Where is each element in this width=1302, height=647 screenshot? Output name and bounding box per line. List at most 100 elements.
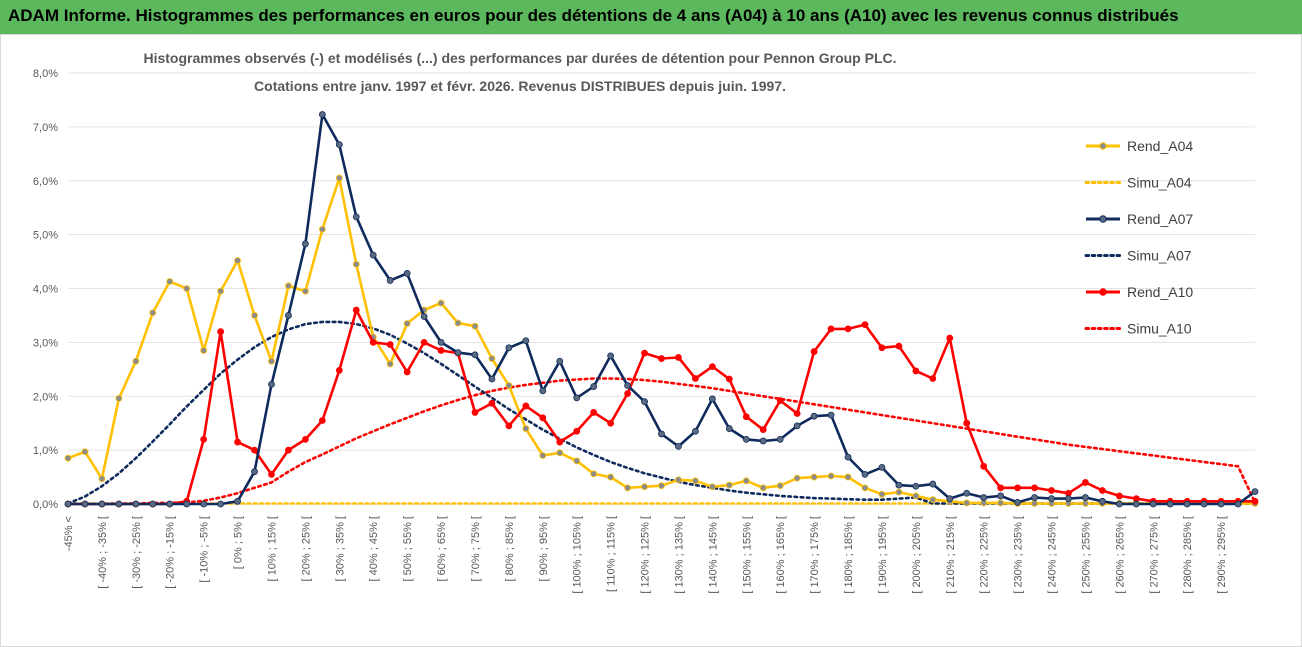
data-point-rend-a07 [1098, 497, 1106, 505]
data-point-rend-a10 [505, 422, 513, 430]
data-point-rend-a04 [878, 490, 886, 498]
series-line-simu-a07 [66, 320, 1257, 505]
data-point-rend-a07 [166, 500, 174, 508]
x-tick-label: [ 0% ; 5% [ [233, 516, 245, 569]
data-point-rend-a07 [929, 480, 937, 488]
data-point-rend-a07 [115, 500, 123, 508]
x-tick-label: -45% < [63, 516, 75, 551]
data-point-rend-a10 [234, 438, 241, 446]
x-tick-label: [ 120% ; 125% [ [640, 516, 652, 594]
data-point-rend-a07 [1217, 500, 1225, 508]
data-point-rend-a10 [200, 435, 208, 443]
data-point-rend-a04 [861, 484, 869, 492]
y-tick-label: 4,0% [33, 284, 58, 296]
data-point-rend-a10 [437, 347, 445, 354]
data-point-rend-a10 [590, 409, 598, 416]
x-tick-label: [ 180% ; 185% [ [843, 516, 855, 594]
data-point-rend-a07 [335, 141, 343, 149]
data-point-rend-a04 [488, 355, 496, 362]
data-point-rend-a10 [318, 417, 326, 424]
data-point-rend-a07 [183, 500, 191, 508]
data-point-rend-a04 [641, 483, 648, 491]
data-point-rend-a07 [827, 411, 835, 419]
data-point-rend-a07 [454, 349, 462, 357]
data-point-rend-a10 [420, 338, 428, 346]
legend-marker-rend-a04 [1099, 142, 1107, 150]
x-tick-label: [ 60% ; 65% [ [436, 516, 448, 581]
data-point-rend-a07 [742, 435, 750, 443]
data-point-rend-a07 [471, 351, 479, 359]
data-point-rend-a10 [861, 321, 869, 328]
data-point-rend-a07 [64, 500, 72, 508]
data-point-rend-a04 [929, 496, 937, 504]
data-point-rend-a04 [64, 454, 72, 462]
data-point-rend-a07 [861, 470, 869, 478]
data-point-rend-a10 [369, 338, 377, 346]
data-point-rend-a07 [793, 422, 801, 430]
x-tick-label: [ 40% ; 45% [ [368, 516, 380, 581]
data-point-rend-a04 [844, 473, 852, 481]
data-point-rend-a04 [624, 484, 631, 492]
data-point-rend-a07 [1183, 500, 1191, 508]
x-tick-label: [ 100% ; 105% [ [572, 516, 584, 594]
data-point-rend-a07 [352, 213, 360, 221]
x-tick-label: [ 260% ; 265% [ [1114, 516, 1126, 594]
data-point-rend-a10 [827, 325, 835, 333]
data-point-rend-a07 [1166, 500, 1174, 508]
data-point-rend-a07 [437, 338, 445, 346]
data-point-rend-a07 [132, 500, 140, 508]
x-tick-label: [ 140% ; 145% [ [707, 516, 719, 594]
data-point-rend-a07 [301, 240, 309, 248]
data-point-rend-a07 [81, 500, 89, 508]
x-axis: -45% < [ -40% ; -35% [[ -30% ; -25% [[ -2… [63, 516, 1228, 594]
data-point-rend-a04 [963, 499, 971, 507]
data-point-rend-a10 [878, 344, 886, 352]
data-point-rend-a10 [522, 402, 530, 410]
data-point-rend-a07 [675, 442, 682, 450]
data-point-rend-a07 [641, 398, 648, 406]
data-point-rend-a10 [1115, 492, 1123, 500]
x-tick-label: [ 200% ; 205% [ [911, 516, 923, 594]
data-point-rend-a07 [1065, 495, 1072, 503]
data-point-rend-a04 [471, 322, 479, 330]
y-tick-label: 6,0% [33, 176, 58, 188]
x-tick-label: [ 70% ; 75% [ [470, 516, 482, 581]
data-point-rend-a07 [725, 425, 733, 432]
data-point-rend-a10 [352, 306, 360, 314]
x-tick-label: [ -10% ; -5% [ [199, 516, 211, 583]
data-point-rend-a10 [793, 410, 801, 417]
data-point-rend-a04 [827, 472, 835, 480]
chart-subtitle: Cotations entre janv. 1997 et févr. 2026… [254, 78, 786, 94]
data-point-rend-a04 [708, 483, 716, 491]
x-tick-label: [ 270% ; 275% [ [1148, 516, 1160, 594]
data-point-rend-a04 [539, 452, 547, 459]
x-tick-label: [ 20% ; 25% [ [300, 516, 312, 581]
data-point-rend-a04 [268, 357, 275, 365]
x-tick-label: [ 240% ; 245% [ [1047, 516, 1059, 594]
data-point-rend-a04 [285, 282, 292, 290]
legend: Rend_A04 Simu_A04 Rend_A07 Simu_A07 Rend_A10… [1084, 138, 1193, 337]
data-point-rend-a10 [1098, 487, 1106, 494]
data-point-rend-a07 [234, 497, 241, 505]
data-point-rend-a10 [1082, 479, 1089, 486]
x-tick-label: [ -30% ; -25% [ [131, 516, 143, 589]
data-point-rend-a07 [573, 394, 581, 402]
data-point-rend-a10 [556, 438, 564, 446]
data-point-rend-a04 [335, 174, 343, 182]
data-point-rend-a07 [98, 500, 106, 508]
data-point-rend-a10 [895, 342, 903, 350]
data-point-rend-a04 [318, 225, 326, 233]
data-point-rend-a07 [386, 277, 394, 284]
data-point-rend-a04 [590, 470, 598, 478]
y-tick-label: 8,0% [33, 68, 58, 80]
data-point-rend-a07 [963, 489, 971, 497]
data-point-rend-a04 [217, 287, 225, 295]
data-point-rend-a04 [556, 449, 564, 457]
y-tick-label: 3,0% [33, 337, 58, 349]
legend-label-rend-a04: Rend_A04 [1127, 138, 1193, 154]
x-tick-label: [ 170% ; 175% [ [809, 516, 821, 594]
data-point-rend-a04 [149, 309, 157, 317]
data-point-rend-a04 [776, 482, 784, 490]
data-point-rend-a10 [692, 375, 699, 382]
data-point-rend-a07 [946, 495, 954, 503]
